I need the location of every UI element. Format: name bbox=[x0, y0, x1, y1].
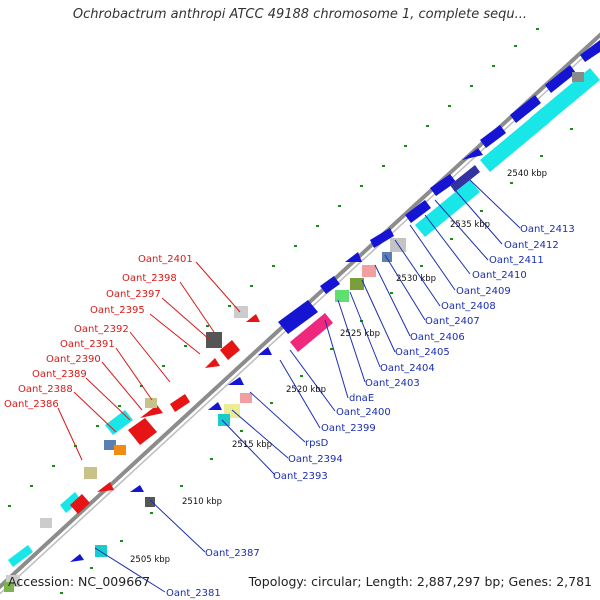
kbp-label: 2535 kbp bbox=[450, 220, 490, 230]
cds-blue bbox=[510, 95, 541, 123]
cds-green bbox=[335, 290, 349, 302]
gene-label: rpsD bbox=[305, 438, 329, 449]
gene-label: Oant_2397 bbox=[106, 289, 161, 300]
cds-steel bbox=[104, 440, 116, 450]
cds-blue bbox=[228, 377, 244, 385]
cds-blue bbox=[405, 200, 431, 223]
gene-label: Oant_2381 bbox=[166, 588, 221, 599]
gene-label: Oant_2412 bbox=[504, 240, 559, 251]
gene-label: Oant_2387 bbox=[205, 548, 260, 559]
cds-cyan bbox=[480, 110, 550, 172]
cds-blue bbox=[208, 402, 222, 410]
cds-salmon bbox=[362, 265, 376, 277]
kbp-label: 2515 kbp bbox=[232, 440, 272, 450]
kbp-label: 2510 kbp bbox=[182, 497, 222, 507]
cds-blue bbox=[130, 485, 144, 492]
gene-label: Oant_2408 bbox=[441, 301, 496, 312]
gene-label: Oant_2398 bbox=[122, 273, 177, 284]
cds-grey bbox=[572, 72, 584, 82]
cds-cyan bbox=[105, 410, 133, 435]
gene-label: Oant_2393 bbox=[273, 471, 328, 482]
gene-label: Oant_2404 bbox=[380, 363, 435, 374]
gc-dots-outer bbox=[8, 28, 539, 507]
gene-label: Oant_2406 bbox=[410, 332, 465, 343]
cds-red bbox=[140, 405, 163, 418]
cds-blue bbox=[278, 300, 318, 334]
cds-olive bbox=[350, 278, 364, 290]
cds-blue bbox=[320, 276, 340, 294]
cds-olive bbox=[145, 398, 157, 408]
cds-red bbox=[128, 418, 157, 445]
gene-label: Oant_2391 bbox=[60, 339, 115, 350]
cds-blue bbox=[580, 40, 600, 62]
kbp-label: 2505 kbp bbox=[130, 555, 170, 565]
gene-label: Oant_2390 bbox=[46, 354, 101, 365]
gene-label: Oant_2409 bbox=[456, 286, 511, 297]
gene-label: Oant_2401 bbox=[138, 254, 193, 265]
gene-label: Oant_2386 bbox=[4, 399, 59, 410]
cds-salmon bbox=[240, 393, 252, 403]
cds-red bbox=[246, 314, 260, 322]
gene-label: Oant_2405 bbox=[395, 347, 450, 358]
map-title: Ochrobactrum anthropi ATCC 49188 chromos… bbox=[72, 7, 528, 22]
cds-red bbox=[205, 358, 220, 368]
topology-text: Topology: circular; Length: 2,887,297 bp… bbox=[248, 574, 592, 589]
accession-text: Accession: NC_009667 bbox=[8, 574, 151, 589]
cds-green bbox=[4, 582, 14, 592]
cds-orange bbox=[114, 445, 126, 455]
kbp-label: 2530 kbp bbox=[396, 274, 436, 284]
cds-red bbox=[97, 482, 114, 492]
gene-label: Oant_2411 bbox=[489, 255, 544, 266]
gene-label: Oant_2395 bbox=[90, 305, 145, 316]
gene-label: Oant_2407 bbox=[425, 316, 480, 327]
cds-blue bbox=[462, 148, 483, 160]
cds-darkgrey bbox=[206, 332, 222, 348]
gene-label: Oant_2392 bbox=[74, 324, 129, 335]
cds-magenta bbox=[290, 313, 333, 352]
cds-blue bbox=[70, 554, 84, 562]
gc-dots-inner bbox=[60, 128, 573, 594]
gene-label: Oant_2413 bbox=[520, 224, 575, 235]
cds-olive bbox=[84, 467, 97, 479]
cds-blue bbox=[430, 174, 456, 196]
cds-cyan bbox=[530, 68, 600, 130]
gene-label: Oant_2394 bbox=[288, 454, 343, 465]
gene-label: Oant_2389 bbox=[32, 369, 87, 380]
kbp-label: 2520 kbp bbox=[286, 385, 326, 395]
cds-teal bbox=[95, 545, 107, 557]
cds-red bbox=[220, 340, 240, 360]
gene-label: dnaE bbox=[349, 393, 374, 404]
cds-steel bbox=[382, 252, 392, 262]
kbp-label: 2540 kbp bbox=[507, 169, 547, 179]
kbp-label: 2525 kbp bbox=[340, 329, 380, 339]
gene-label: Oant_2410 bbox=[472, 270, 527, 281]
cds-darkgrey bbox=[145, 497, 155, 507]
cds-blue bbox=[258, 347, 272, 355]
blue-leader-lines bbox=[94, 179, 521, 593]
gene-label: Oant_2388 bbox=[18, 384, 73, 395]
cds-darkblue bbox=[450, 165, 480, 192]
red-leader-lines bbox=[57, 261, 241, 461]
gene-label: Oant_2400 bbox=[336, 407, 391, 418]
gene-label: Oant_2403 bbox=[365, 378, 420, 389]
cds-teal bbox=[218, 414, 230, 426]
inner-strand-features bbox=[70, 40, 600, 562]
cds-blue bbox=[480, 125, 506, 148]
cds-red bbox=[70, 494, 90, 514]
cds-blue bbox=[345, 252, 362, 262]
cds-grey bbox=[40, 518, 52, 528]
cds-blue bbox=[545, 65, 576, 93]
cds-cyan bbox=[8, 545, 33, 567]
cds-blue bbox=[370, 228, 394, 248]
gene-label: Oant_2399 bbox=[321, 423, 376, 434]
cds-red bbox=[170, 394, 190, 412]
cds-cyan bbox=[60, 492, 81, 513]
